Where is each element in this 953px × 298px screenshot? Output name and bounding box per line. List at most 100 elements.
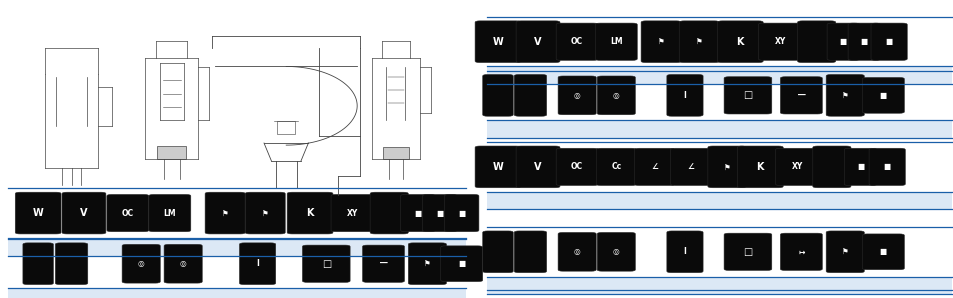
FancyBboxPatch shape bbox=[62, 192, 106, 234]
Bar bbox=[486, 277, 951, 294]
Text: XY: XY bbox=[774, 37, 785, 46]
FancyBboxPatch shape bbox=[55, 243, 88, 285]
FancyBboxPatch shape bbox=[556, 148, 598, 185]
Text: ⚑: ⚑ bbox=[722, 162, 730, 171]
Text: XY: XY bbox=[347, 209, 358, 218]
FancyBboxPatch shape bbox=[862, 77, 903, 113]
FancyBboxPatch shape bbox=[679, 21, 719, 63]
Text: ■: ■ bbox=[839, 37, 846, 46]
FancyBboxPatch shape bbox=[245, 192, 285, 234]
Bar bbox=[486, 66, 951, 84]
FancyBboxPatch shape bbox=[597, 76, 635, 115]
FancyBboxPatch shape bbox=[825, 74, 863, 116]
FancyBboxPatch shape bbox=[205, 192, 245, 234]
FancyBboxPatch shape bbox=[122, 244, 160, 283]
Text: I: I bbox=[682, 247, 686, 256]
Bar bbox=[486, 120, 951, 138]
FancyBboxPatch shape bbox=[516, 21, 559, 63]
Text: ◎: ◎ bbox=[613, 91, 618, 100]
Text: ■: ■ bbox=[414, 209, 421, 218]
Bar bbox=[277, 121, 294, 134]
Text: ■: ■ bbox=[860, 37, 867, 46]
Text: ■: ■ bbox=[457, 209, 465, 218]
FancyBboxPatch shape bbox=[239, 243, 275, 285]
FancyBboxPatch shape bbox=[558, 232, 596, 271]
FancyBboxPatch shape bbox=[302, 245, 350, 283]
FancyBboxPatch shape bbox=[475, 146, 520, 188]
Text: ■: ■ bbox=[884, 37, 892, 46]
FancyBboxPatch shape bbox=[707, 146, 745, 188]
Text: V: V bbox=[80, 208, 88, 218]
Text: XY: XY bbox=[791, 162, 802, 171]
FancyBboxPatch shape bbox=[843, 148, 876, 185]
Text: ◎: ◎ bbox=[574, 91, 579, 100]
Bar bbox=[157, 146, 186, 159]
Text: ■: ■ bbox=[856, 162, 863, 171]
FancyBboxPatch shape bbox=[825, 231, 863, 273]
Bar bbox=[8, 288, 465, 298]
Text: K: K bbox=[736, 37, 743, 47]
FancyBboxPatch shape bbox=[516, 146, 559, 188]
Text: OC: OC bbox=[571, 37, 582, 46]
FancyBboxPatch shape bbox=[514, 74, 546, 116]
Text: ⚑: ⚑ bbox=[657, 37, 664, 46]
FancyBboxPatch shape bbox=[723, 233, 771, 271]
Text: I: I bbox=[682, 91, 686, 100]
FancyBboxPatch shape bbox=[595, 23, 637, 60]
Text: ⚑: ⚑ bbox=[221, 209, 229, 218]
Text: ―: ― bbox=[797, 91, 804, 100]
FancyBboxPatch shape bbox=[634, 148, 674, 185]
Text: ◎: ◎ bbox=[613, 247, 618, 256]
FancyBboxPatch shape bbox=[408, 243, 446, 285]
Text: V: V bbox=[534, 37, 541, 47]
Text: ◎: ◎ bbox=[180, 259, 186, 268]
FancyBboxPatch shape bbox=[370, 192, 408, 234]
FancyBboxPatch shape bbox=[107, 195, 149, 232]
FancyBboxPatch shape bbox=[422, 195, 456, 232]
FancyBboxPatch shape bbox=[666, 231, 702, 273]
Text: K: K bbox=[756, 162, 763, 172]
Text: Cc: Cc bbox=[611, 162, 620, 171]
FancyBboxPatch shape bbox=[797, 21, 835, 63]
FancyBboxPatch shape bbox=[444, 195, 478, 232]
FancyBboxPatch shape bbox=[440, 246, 482, 282]
Text: ⚑: ⚑ bbox=[261, 209, 269, 218]
Text: OC: OC bbox=[571, 162, 582, 171]
FancyBboxPatch shape bbox=[556, 23, 598, 60]
Text: LM: LM bbox=[163, 209, 176, 218]
Text: ∠: ∠ bbox=[650, 162, 658, 171]
Text: □: □ bbox=[742, 247, 752, 257]
Text: □: □ bbox=[742, 90, 752, 100]
FancyBboxPatch shape bbox=[400, 195, 435, 232]
Text: ⚑: ⚑ bbox=[695, 37, 702, 46]
FancyBboxPatch shape bbox=[780, 77, 821, 114]
Text: W: W bbox=[492, 162, 503, 172]
Text: K: K bbox=[306, 208, 314, 218]
FancyBboxPatch shape bbox=[149, 195, 191, 232]
FancyBboxPatch shape bbox=[164, 244, 202, 283]
FancyBboxPatch shape bbox=[597, 232, 635, 271]
FancyBboxPatch shape bbox=[868, 148, 904, 185]
FancyBboxPatch shape bbox=[758, 23, 801, 60]
FancyBboxPatch shape bbox=[847, 23, 880, 60]
Text: ⚑: ⚑ bbox=[841, 91, 848, 100]
Bar bbox=[486, 192, 951, 209]
FancyBboxPatch shape bbox=[362, 245, 404, 283]
FancyBboxPatch shape bbox=[775, 148, 819, 185]
Bar bbox=[8, 238, 465, 256]
FancyBboxPatch shape bbox=[482, 231, 513, 273]
FancyBboxPatch shape bbox=[737, 146, 782, 188]
Text: ⚑: ⚑ bbox=[841, 247, 848, 256]
Text: ■: ■ bbox=[882, 162, 890, 171]
FancyBboxPatch shape bbox=[558, 76, 596, 115]
Text: ■: ■ bbox=[879, 247, 886, 256]
Text: □: □ bbox=[321, 259, 331, 269]
Text: V: V bbox=[534, 162, 541, 172]
FancyBboxPatch shape bbox=[723, 77, 771, 114]
FancyBboxPatch shape bbox=[331, 195, 375, 232]
Text: OC: OC bbox=[122, 209, 133, 218]
Bar bbox=[382, 147, 409, 159]
Text: ⚑: ⚑ bbox=[423, 259, 431, 268]
FancyBboxPatch shape bbox=[475, 21, 520, 63]
FancyBboxPatch shape bbox=[640, 21, 680, 63]
